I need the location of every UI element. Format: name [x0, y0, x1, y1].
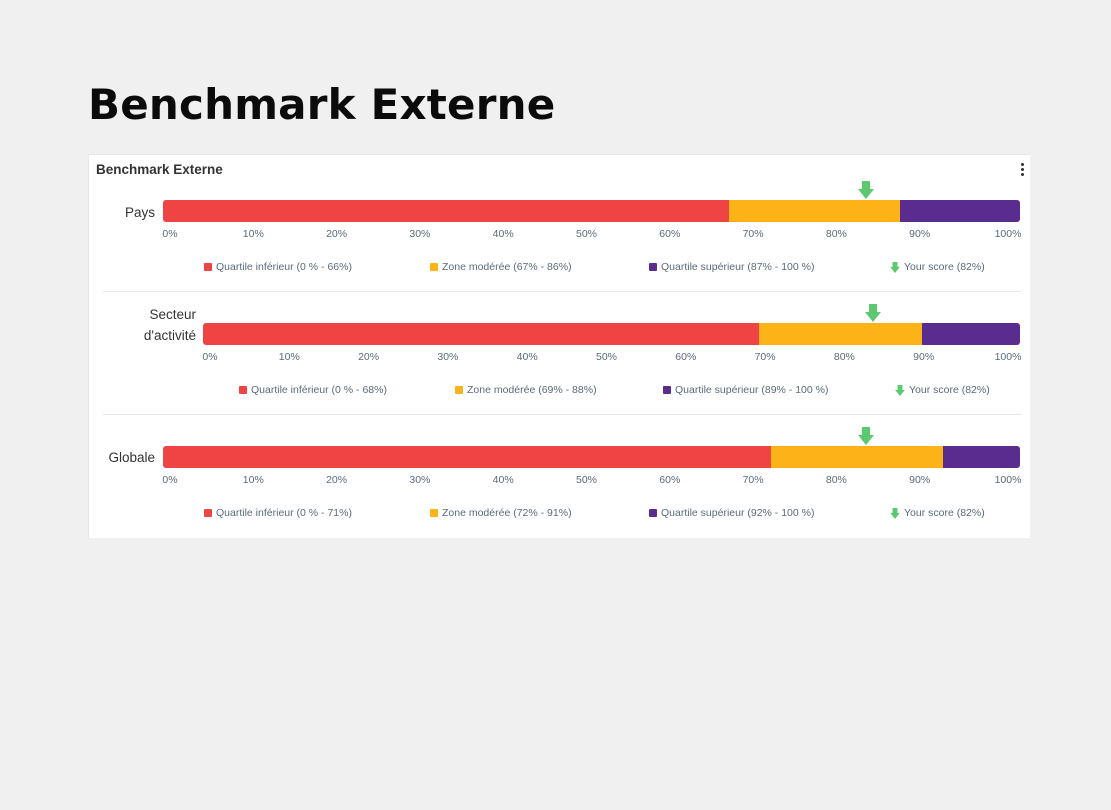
- down-arrow-icon: [890, 507, 900, 519]
- page-title: Benchmark Externe: [88, 80, 556, 129]
- legend-your-score[interactable]: Your score (82%): [895, 384, 990, 396]
- x-tick-label: 10%: [242, 474, 264, 486]
- score-marker-icon: [857, 181, 874, 199]
- x-tick-label: 30%: [409, 474, 431, 486]
- legend-swatch: [663, 386, 671, 394]
- legend-moderate-zone[interactable]: Zone modérée (69% - 88%): [455, 384, 597, 396]
- legend-lower-quartile[interactable]: Quartile inférieur (0 % - 71%): [204, 507, 352, 519]
- x-tick-label: 60%: [659, 228, 681, 240]
- x-tick-label: 40%: [492, 474, 514, 486]
- score-marker-icon: [864, 304, 881, 322]
- legend-your-score[interactable]: Your score (82%): [890, 261, 985, 273]
- legend-label: Quartile inférieur (0 % - 68%): [251, 384, 387, 396]
- x-tick-label: 10%: [278, 351, 300, 363]
- benchmark-bar: [163, 200, 1020, 222]
- down-arrow-icon: [895, 384, 905, 396]
- chart-row-pays: Pays 0% 10% 20% 30% 40% 50% 60% 70% 80% 90% 100% Qu…: [89, 181, 1031, 301]
- chart-row-globale: Globale 0% 10% 20% 30% 40% 50% 60% 70% 80% 90% 100…: [89, 427, 1031, 547]
- legend-label: Quartile supérieur (89% - 100 %): [675, 384, 829, 396]
- down-arrow-icon: [890, 261, 900, 273]
- benchmark-bar: [203, 323, 1020, 345]
- legend-upper-quartile[interactable]: Quartile supérieur (87% - 100 %): [649, 261, 815, 273]
- legend-label: Zone modérée (67% - 86%): [442, 261, 572, 273]
- legend-swatch: [455, 386, 463, 394]
- x-tick-label: 60%: [659, 474, 681, 486]
- x-axis-ticks: 0% 10% 20% 30% 40% 50% 60% 70% 80% 90% 100%: [162, 228, 1022, 242]
- x-tick-label: 100%: [994, 228, 1022, 240]
- legend-moderate-zone[interactable]: Zone modérée (67% - 86%): [430, 261, 572, 273]
- legend-your-score[interactable]: Your score (82%): [890, 507, 985, 519]
- x-axis-ticks: 0% 10% 20% 30% 40% 50% 60% 70% 80% 90% 100%: [162, 474, 1022, 488]
- x-tick-label: 10%: [242, 228, 264, 240]
- legend-upper-quartile[interactable]: Quartile supérieur (92% - 100 %): [649, 507, 815, 519]
- benchmark-card: Benchmark Externe Pays 0% 10% 20% 30% 40% 50%…: [88, 154, 1030, 538]
- legend-lower-quartile[interactable]: Quartile inférieur (0 % - 68%): [239, 384, 387, 396]
- x-tick-label: 0%: [162, 228, 178, 240]
- x-tick-label: 80%: [825, 228, 847, 240]
- x-tick-label: 0%: [202, 351, 218, 363]
- x-tick-label: 20%: [326, 228, 348, 240]
- card-title: Benchmark Externe: [96, 162, 223, 177]
- x-tick-label: 60%: [675, 351, 697, 363]
- legend-label: Quartile supérieur (92% - 100 %): [661, 507, 815, 519]
- x-tick-label: 40%: [492, 228, 514, 240]
- row-divider: [103, 291, 1021, 292]
- legend-swatch: [430, 263, 438, 271]
- legend-label: Quartile inférieur (0 % - 71%): [216, 507, 352, 519]
- x-tick-label: 50%: [595, 351, 618, 363]
- legend-swatch: [204, 263, 212, 271]
- legend-label: Quartile inférieur (0 % - 66%): [216, 261, 352, 273]
- legend-lower-quartile[interactable]: Quartile inférieur (0 % - 66%): [204, 261, 352, 273]
- legend-label: Your score (82%): [904, 507, 985, 519]
- x-tick-label: 50%: [575, 228, 598, 240]
- x-tick-label: 100%: [994, 474, 1022, 486]
- x-tick-label: 0%: [162, 474, 178, 486]
- more-vertical-icon[interactable]: [1016, 161, 1028, 177]
- bar-segment-lower: [163, 200, 729, 222]
- x-tick-label: 70%: [742, 474, 764, 486]
- x-tick-label: 20%: [358, 351, 380, 363]
- legend-moderate-zone[interactable]: Zone modérée (72% - 91%): [430, 507, 572, 519]
- x-tick-label: 30%: [409, 228, 431, 240]
- x-tick-label: 80%: [825, 474, 847, 486]
- bar-segment-upper: [900, 200, 1020, 222]
- legend-label: Zone modérée (72% - 91%): [442, 507, 572, 519]
- bar-segment-lower: [163, 446, 772, 468]
- legend-swatch: [649, 263, 657, 271]
- chart-row-secteur: Secteur d'activité 0% 10% 20% 30% 40% 50% 60% 7…: [89, 304, 1031, 424]
- x-tick-label: 30%: [437, 351, 459, 363]
- x-tick-label: 50%: [575, 474, 598, 486]
- x-tick-label: 20%: [326, 474, 348, 486]
- x-tick-label: 90%: [913, 351, 935, 363]
- legend-swatch: [239, 386, 247, 394]
- legend-label: Your score (82%): [909, 384, 990, 396]
- legend-swatch: [649, 509, 657, 517]
- row-label: Pays: [124, 205, 155, 220]
- legend-label: Zone modérée (69% - 88%): [467, 384, 597, 396]
- row-divider: [103, 414, 1021, 415]
- bar-segment-upper: [942, 446, 1020, 468]
- bar-segment-moderate: [758, 323, 922, 345]
- x-tick-label: 40%: [516, 351, 538, 363]
- benchmark-bar: [163, 446, 1020, 468]
- x-tick-label: 70%: [742, 228, 764, 240]
- bar-segment-lower: [203, 323, 759, 345]
- score-marker-icon: [857, 427, 874, 445]
- bar-segment-moderate: [771, 446, 943, 468]
- legend-label: Quartile supérieur (87% - 100 %): [661, 261, 815, 273]
- bar-segment-upper: [921, 323, 1020, 345]
- x-tick-label: 80%: [833, 351, 855, 363]
- x-tick-label: 70%: [754, 351, 776, 363]
- x-tick-label: 90%: [909, 474, 931, 486]
- legend-swatch: [430, 509, 438, 517]
- x-axis-ticks: 0% 10% 20% 30% 40% 50% 60% 70% 80% 90% 100%: [202, 351, 1022, 365]
- x-tick-label: 100%: [994, 351, 1022, 363]
- legend-upper-quartile[interactable]: Quartile supérieur (89% - 100 %): [663, 384, 829, 396]
- x-tick-label: 90%: [909, 228, 931, 240]
- legend-swatch: [204, 509, 212, 517]
- row-label: Secteur d'activité: [143, 307, 196, 343]
- bar-segment-moderate: [728, 200, 900, 222]
- legend-label: Your score (82%): [904, 261, 985, 273]
- row-label: Globale: [108, 450, 155, 465]
